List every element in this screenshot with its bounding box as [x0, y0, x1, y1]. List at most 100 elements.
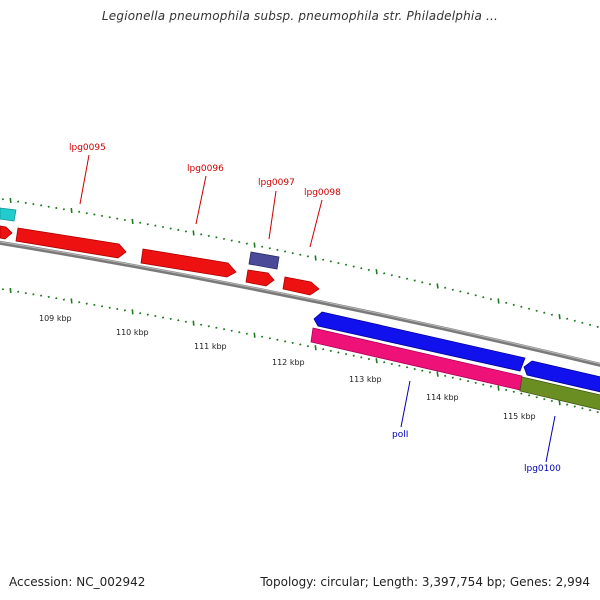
outer-tick-mark: [85, 212, 88, 215]
outer-tick-mark: [428, 283, 432, 286]
accession-text: Accession: NC_002942: [9, 575, 146, 589]
inner-tick-mark: [436, 371, 439, 377]
outer-tick-mark: [1, 198, 5, 201]
gene-label-lpg0097[interactable]: lpg0097: [258, 178, 295, 188]
inner-tick-mark: [360, 356, 363, 359]
outer-tick-mark: [192, 230, 195, 236]
inner-tick-mark: [466, 379, 470, 383]
outer-tick-mark: [299, 253, 302, 256]
inner-tick-mark: [123, 309, 127, 312]
inner-tick-mark: [268, 337, 271, 340]
inner-tick-mark: [322, 348, 325, 351]
outer-tick-mark: [581, 321, 584, 324]
outer-tick-mark: [466, 292, 470, 295]
outer-tick-mark: [139, 221, 142, 224]
outer-tick-mark: [360, 267, 363, 270]
outer-tick-mark: [337, 261, 340, 265]
inner-tick-mark: [261, 335, 264, 338]
gene-reverse-1[interactable]: [313, 311, 526, 372]
forward-genes: [0, 207, 320, 296]
outer-tick-mark: [405, 277, 409, 280]
inner-tick-mark: [566, 403, 569, 406]
inner-tick-mark: [512, 390, 515, 393]
tick-label: 113 kbp: [349, 375, 382, 384]
inner-tick-mark: [276, 338, 279, 341]
inner-tick-mark: [527, 394, 531, 397]
inner-tick-mark: [588, 409, 592, 412]
outer-tick-mark: [573, 319, 576, 322]
tick-label: 115 kbp: [503, 412, 536, 421]
inner-tick-mark: [215, 326, 218, 329]
inner-tick-mark: [78, 301, 81, 304]
inner-tick-mark: [47, 295, 50, 299]
inner-tick-mark: [184, 320, 188, 323]
inner-tick-mark: [291, 341, 294, 345]
inner-tick-mark: [200, 323, 203, 326]
outer-tick-mark: [9, 197, 12, 203]
tick-label: 110 kbp: [116, 328, 149, 337]
outer-tick-mark: [505, 301, 508, 305]
tick-label: 111 kbp: [194, 342, 227, 351]
outer-tick-mark: [352, 265, 355, 268]
leader-lpg0095: [79, 154, 90, 205]
gene-label-polI[interactable]: polI: [392, 430, 408, 440]
gene-lpg0094[interactable]: [0, 225, 13, 240]
label-leaders: [79, 154, 556, 463]
leader-lpg0096: [195, 175, 207, 225]
inner-tick-mark: [39, 294, 43, 297]
outer-tick-mark: [32, 202, 35, 206]
gene-reverse-2[interactable]: [523, 360, 600, 393]
outer-tick-mark: [535, 309, 538, 312]
inner-tick-mark: [62, 298, 66, 301]
gene-label-lpg0098[interactable]: lpg0098: [304, 188, 341, 198]
gene-cyan[interactable]: [0, 207, 17, 222]
outer-tick-mark: [474, 294, 477, 297]
tick-label: 109 kbp: [39, 314, 72, 323]
outer-tick-mark: [100, 214, 104, 218]
inner-tick-mark: [9, 287, 12, 294]
inner-tick-mark: [70, 298, 73, 304]
gene-lpg0096[interactable]: [140, 248, 237, 278]
outer-tick-mark: [184, 230, 188, 233]
inner-tick-mark: [352, 354, 355, 357]
inner-tick-mark: [383, 361, 386, 364]
inner-tick-mark: [314, 345, 317, 351]
outer-tick-mark: [62, 208, 66, 211]
inner-tick-mark: [85, 302, 88, 305]
outer-tick-mark: [17, 200, 20, 203]
gene-label-lpg0100[interactable]: lpg0100: [524, 464, 561, 474]
outer-tick-mark: [222, 237, 226, 240]
inner-tick-mark: [116, 307, 119, 311]
outer-tick-mark: [230, 239, 233, 242]
outer-tick-mark: [24, 201, 27, 205]
gene-label-lpg0096[interactable]: lpg0096: [187, 164, 224, 174]
gene-lpg0097b[interactable]: [245, 269, 275, 287]
genome-backbone: [0, 240, 600, 367]
outer-tick-mark: [291, 251, 294, 255]
outer-tick-track: [1, 197, 599, 329]
leader-lpg0097: [268, 190, 277, 240]
inner-tick-mark: [398, 364, 401, 367]
gene-lpg0095[interactable]: [15, 227, 127, 259]
gene-lpg0100[interactable]: [519, 376, 600, 411]
outer-tick-mark: [322, 258, 325, 261]
inner-tick-mark: [459, 378, 462, 381]
inner-tick-mark: [108, 306, 111, 309]
gene-lpg0098[interactable]: [282, 276, 320, 296]
gene-label-lpg0095[interactable]: lpg0095: [69, 143, 106, 153]
outer-tick-mark: [520, 305, 523, 308]
outer-tick-mark: [459, 290, 462, 293]
outer-tick-mark: [329, 260, 332, 263]
outer-tick-mark: [70, 207, 73, 214]
outer-tick-mark: [154, 224, 157, 227]
tick-label: 114 kbp: [426, 393, 459, 402]
outer-tick-mark: [390, 274, 393, 277]
outer-tick-mark: [39, 204, 43, 207]
inner-tick-mark: [245, 332, 249, 335]
gene-lpg0097[interactable]: [248, 251, 280, 270]
inner-tick-mark: [337, 351, 340, 354]
leader-lpg0100: [545, 415, 556, 463]
outer-tick-mark: [543, 311, 546, 314]
inner-tick-mark: [581, 407, 584, 410]
inner-tick-mark: [489, 385, 493, 388]
